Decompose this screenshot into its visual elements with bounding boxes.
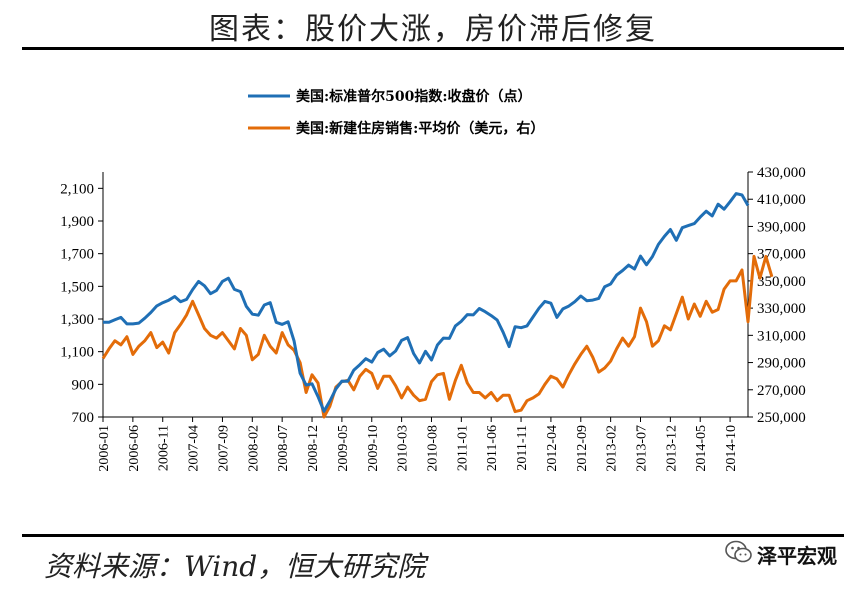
legend-label-series2: 美国:新建住房销售:平均价（美元，右） bbox=[296, 120, 544, 137]
legend-label-series1: 美国:标准普尔500指数:收盘价（点） bbox=[296, 88, 532, 105]
y-right-tick-label: 250,000 bbox=[757, 410, 806, 426]
y-right-tick-label: 330,000 bbox=[757, 301, 806, 317]
page-title: 图表：股价大涨，房价滞后修复 bbox=[209, 12, 657, 47]
x-tick-label: 2011-01 bbox=[455, 425, 470, 471]
y-right-tick-label: 290,000 bbox=[757, 356, 806, 372]
y-left-tick-label: 700 bbox=[72, 410, 95, 426]
x-tick-label: 2010-03 bbox=[396, 425, 411, 472]
x-tick-label: 2009-05 bbox=[336, 425, 351, 472]
chart-axes: 700 900 1,100 1,300 1,500 1,700 1,900 2,100 250,… bbox=[60, 165, 806, 472]
brand-name: 泽平宏观 bbox=[757, 544, 837, 568]
chart-legend: 美国:标准普尔500指数:收盘价（点） 美国:新建住房销售:平均价（美元，右） bbox=[248, 88, 544, 137]
chart-series bbox=[101, 192, 774, 419]
y-left-tick-label: 1,700 bbox=[60, 247, 94, 263]
x-tick-label: 2006-06 bbox=[127, 425, 142, 472]
x-tick-label: 2008-12 bbox=[306, 425, 321, 472]
line-chart: 美国:标准普尔500指数:收盘价（点） 美国:新建住房销售:平均价（美元，右） … bbox=[60, 88, 806, 472]
y-right-tick-label: 410,000 bbox=[757, 192, 806, 208]
y-right-tick-label: 390,000 bbox=[757, 219, 806, 235]
x-tick-label: 2006-11 bbox=[157, 425, 172, 471]
x-tick-label: 2012-09 bbox=[575, 425, 590, 472]
y-right-tick-label: 430,000 bbox=[757, 165, 806, 181]
x-tick-label: 2011-11 bbox=[515, 425, 530, 471]
y-left-tick-label: 2,100 bbox=[60, 181, 94, 197]
x-tick-label: 2013-07 bbox=[635, 425, 650, 472]
y-left-tick-label: 1,500 bbox=[60, 279, 94, 295]
y-left-tick-label: 1,900 bbox=[60, 214, 94, 230]
x-tick-label: 2008-07 bbox=[276, 425, 291, 472]
x-tick-label: 2011-06 bbox=[485, 425, 500, 471]
top-rule bbox=[22, 47, 844, 50]
x-tick-label: 2014-10 bbox=[724, 425, 739, 472]
x-tick-label: 2007-04 bbox=[187, 425, 202, 472]
brand-badge: 泽平宏观 bbox=[724, 538, 864, 568]
y-right-tick-label: 310,000 bbox=[757, 328, 806, 344]
x-tick-label: 2012-04 bbox=[545, 425, 560, 472]
x-tick-label: 2008-02 bbox=[246, 425, 261, 472]
x-tick-label: 2010-08 bbox=[425, 425, 440, 472]
source-note: 资料来源：Wind，恒大研究院 bbox=[44, 550, 426, 583]
y-right-tick-label: 350,000 bbox=[757, 274, 806, 290]
series-line-sp500 bbox=[103, 192, 750, 413]
x-tick-label: 2006-01 bbox=[97, 425, 112, 472]
x-tick-label: 2014-05 bbox=[694, 425, 709, 472]
series-line-avg-new-home-price bbox=[101, 254, 774, 419]
y-left-tick-label: 900 bbox=[72, 377, 95, 393]
x-tick-label: 2013-02 bbox=[605, 425, 620, 472]
bottom-rule bbox=[22, 534, 844, 537]
x-tick-label: 2013-12 bbox=[664, 425, 679, 472]
wechat-icon bbox=[725, 540, 752, 563]
x-tick-label: 2007-09 bbox=[216, 425, 231, 472]
y-right-tick-label: 270,000 bbox=[757, 383, 806, 399]
y-left-tick-label: 1,300 bbox=[60, 312, 94, 328]
y-right-tick-label: 370,000 bbox=[757, 247, 806, 263]
y-left-tick-label: 1,100 bbox=[60, 345, 94, 361]
x-tick-label: 2009-10 bbox=[366, 425, 381, 472]
